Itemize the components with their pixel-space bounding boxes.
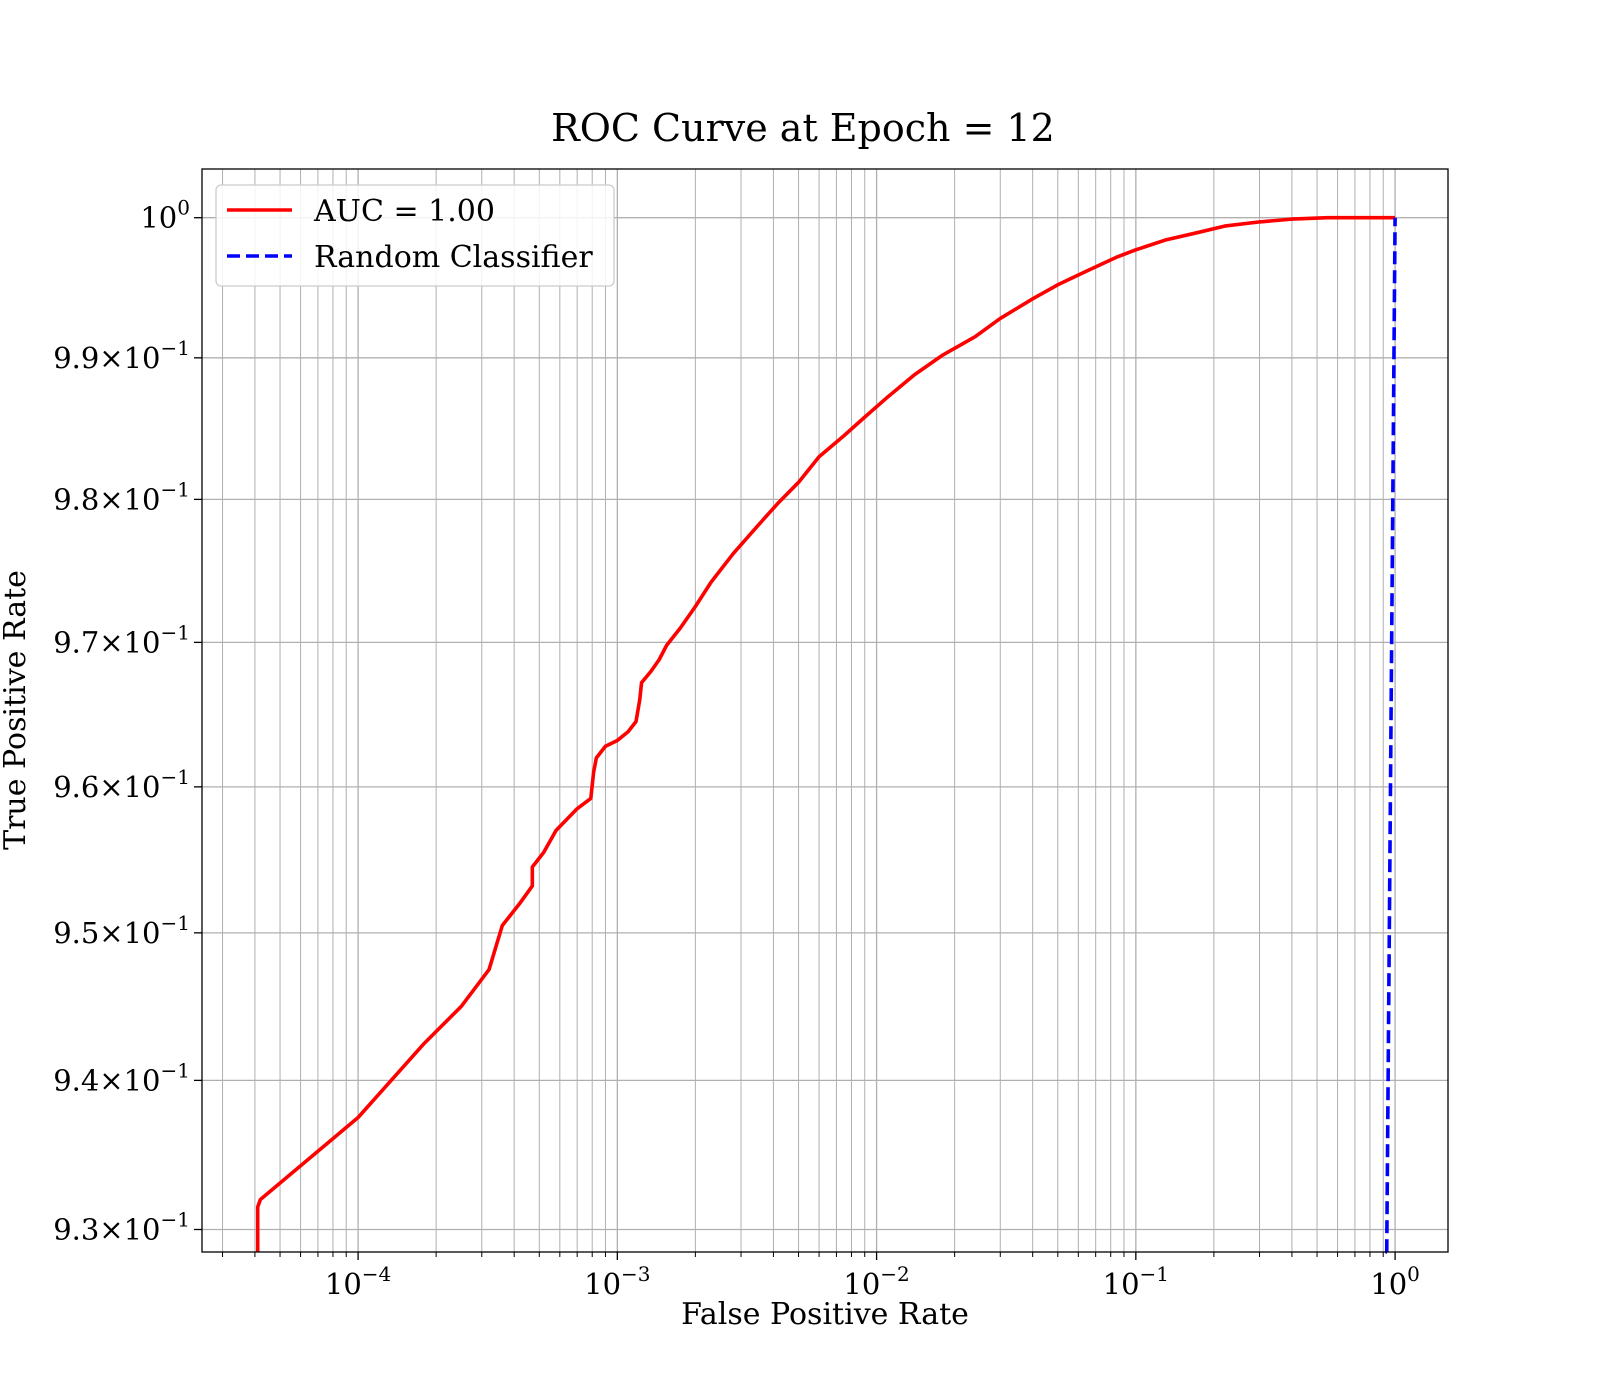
x-tick-label: 100 [1370, 1262, 1420, 1301]
x-tick-label: 10−1 [1103, 1262, 1169, 1301]
minor-grid [222, 169, 1384, 1252]
series-line-random-classifier [1384, 217, 1397, 1254]
x-axis-ticks: 10−4 10−3 10−2 10−1 100 [222, 1252, 1420, 1301]
chart-title: ROC Curve at Epoch = 12 [551, 106, 1055, 150]
y-axis-label: True Positive Rate [0, 570, 33, 850]
y-tick-label: 9.5×10−1 [53, 911, 190, 950]
legend-box [215, 184, 615, 287]
legend-entry-auc: AUC = 1.00 [313, 194, 495, 229]
plot-frame [201, 168, 1449, 1253]
y-tick-label: 9.8×10−1 [53, 477, 190, 516]
legend: AUC = 1.00 Random Classifier [215, 184, 615, 287]
series-layer [255, 215, 1397, 1254]
x-tick-label: 10−4 [325, 1262, 391, 1301]
y-tick-label: 9.3×10−1 [53, 1207, 190, 1246]
y-axis-ticks: 9.3×10−1 9.4×10−1 9.5×10−1 9.6×10−1 9.7×10−1… [53, 196, 202, 1246]
y-tick-label: 9.6×10−1 [53, 765, 190, 804]
y-tick-label: 100 [140, 196, 190, 235]
y-tick-label: 9.4×10−1 [53, 1058, 190, 1097]
y-tick-label: 9.9×10−1 [53, 336, 190, 375]
legend-entry-random-classifier: Random Classifier [314, 240, 593, 275]
y-tick-label: 9.7×10−1 [53, 620, 190, 659]
series-line-auc [255, 215, 1396, 1252]
x-axis-label: False Positive Rate [681, 1297, 969, 1332]
x-tick-label: 10−2 [843, 1262, 909, 1301]
major-grid [202, 169, 1448, 1252]
x-tick-label: 10−3 [584, 1262, 650, 1301]
